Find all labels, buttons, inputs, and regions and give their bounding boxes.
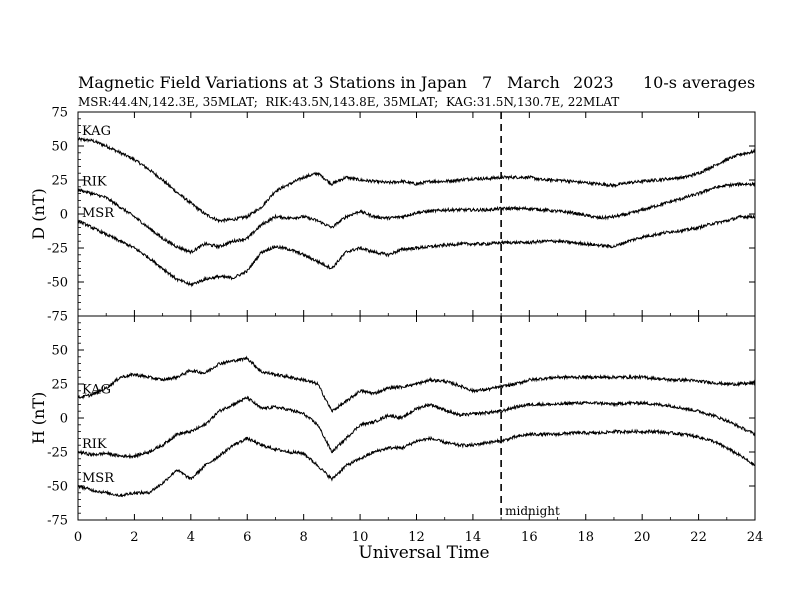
- x-tick-label: 12: [408, 530, 425, 545]
- averaging-label: 10-s averages: [643, 73, 755, 92]
- y-tick-label: -75: [47, 310, 68, 325]
- x-tick-label: 4: [187, 530, 195, 545]
- x-tick-label: 0: [74, 530, 82, 545]
- x-tick-label: 16: [521, 530, 538, 545]
- y-tick-label: -75: [47, 514, 68, 529]
- y-tick-label: 25: [51, 174, 68, 189]
- series-line-0-rik: [77, 181, 756, 255]
- series-line-0-msr: [77, 213, 756, 288]
- y-tick-label: 50: [51, 140, 68, 155]
- y-tick-label: -50: [47, 480, 68, 495]
- x-axis-label: Universal Time: [358, 543, 489, 563]
- x-tick-label: 8: [300, 530, 308, 545]
- chart-title: Magnetic Field Variations at 3 Stations …: [78, 73, 467, 92]
- series-label-kag: KAG: [82, 383, 111, 398]
- series-layer: KAG RIK MSR KAG RIK MSR: [77, 124, 756, 498]
- series-line-1-msr: [77, 428, 756, 498]
- x-tick-label: 18: [577, 530, 594, 545]
- x-tick-label: 24: [747, 530, 764, 545]
- midnight-label: midnight: [505, 504, 560, 518]
- x-tick-label: 22: [690, 530, 707, 545]
- y-tick-label: 50: [51, 344, 68, 359]
- y-tick-label: 0: [60, 208, 68, 223]
- x-tick-label: 6: [243, 530, 251, 545]
- y-tick-label: -25: [47, 242, 68, 257]
- y-axis-label-h: H (nT): [29, 392, 48, 445]
- x-tick-label: 14: [465, 530, 482, 545]
- series-label-kag: KAG: [82, 124, 111, 139]
- series-line-1-kag: [77, 355, 756, 413]
- series-label-rik: RIK: [82, 175, 107, 190]
- date-month: March: [507, 73, 560, 92]
- y-axis-label-d: D (nT): [29, 188, 48, 239]
- series-label-msr: MSR: [82, 206, 115, 221]
- x-tick-label: 20: [634, 530, 651, 545]
- y-tick-label: 25: [51, 378, 68, 393]
- y-tick-label: 0: [60, 412, 68, 427]
- x-tick-label: 2: [130, 530, 138, 545]
- y-tick-label: 75: [51, 106, 68, 121]
- y-tick-label: -25: [47, 446, 68, 461]
- series-label-msr: MSR: [82, 471, 115, 486]
- station-subtitle: MSR:44.4N,142.3E, 35MLAT; RIK:43.5N,143.…: [78, 95, 619, 109]
- series-line-1-rik: [77, 395, 756, 460]
- series-line-0-kag: [77, 136, 756, 224]
- date-year: 2023: [573, 73, 614, 92]
- y-tick-label: -50: [47, 276, 68, 291]
- x-tick-label: 10: [352, 530, 369, 545]
- panel-h-frame: [77, 315, 756, 521]
- series-label-rik: RIK: [82, 437, 107, 452]
- date-day: 7: [482, 73, 492, 92]
